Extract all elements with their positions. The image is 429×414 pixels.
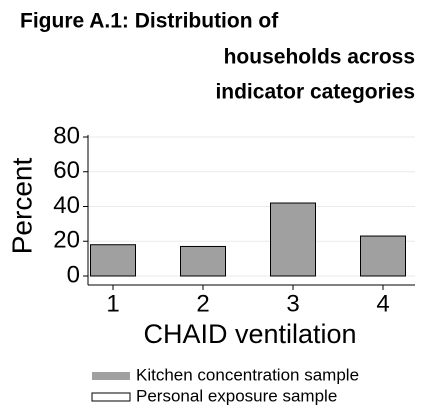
bar [360,235,406,277]
bar [360,236,406,276]
bar [180,246,226,276]
chart-title: households across [224,46,415,69]
legend-label: Personal exposure sample [136,386,337,405]
legend-swatch [91,392,131,402]
x-tick-label: 4 [376,290,389,317]
y-tick-label: 0 [67,261,80,288]
chart-title: indicator categories [215,81,415,104]
legend-label: Kitchen concentration sample [136,365,359,384]
bar [90,244,136,276]
y-axis-label: Percent [6,158,37,255]
y-tick-label: 40 [53,192,80,219]
chart-title: Figure A.1: Distribution of [20,10,279,33]
x-tick-label: 3 [286,290,299,317]
x-axis-label: CHAID ventilation [143,319,356,349]
bar [270,202,316,277]
x-tick-label: 1 [106,290,119,317]
bar [90,244,136,277]
x-tick-label: 2 [196,290,209,317]
y-tick-label: 20 [53,227,80,254]
bar [180,245,226,277]
y-tick-label: 60 [53,157,80,184]
legend-swatch [92,372,130,380]
bar [270,203,316,276]
y-tick-label: 80 [53,122,80,149]
